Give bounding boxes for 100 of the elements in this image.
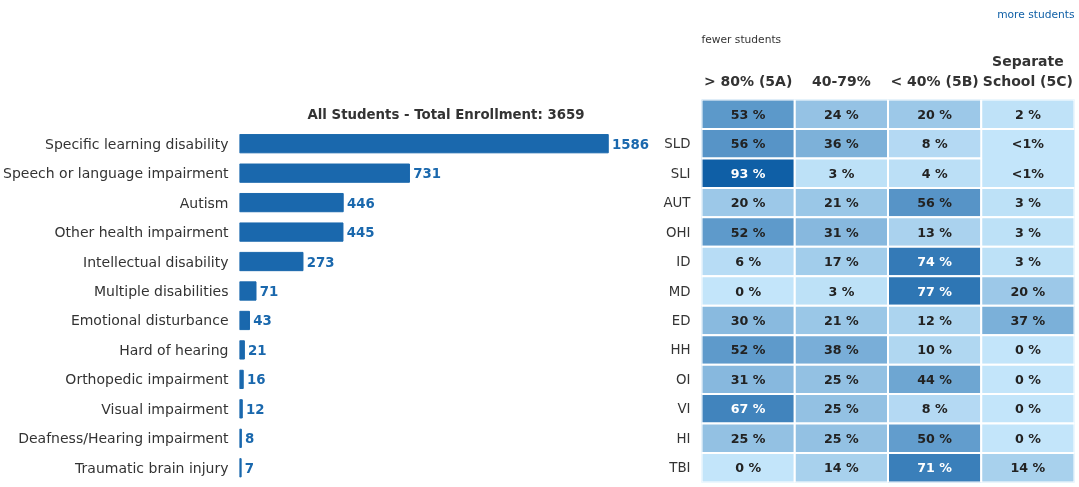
y-tick-label: Multiple disabilities — [93, 283, 229, 299]
data-label: 77 % — [917, 283, 953, 299]
data-label: 7 — [244, 460, 255, 476]
data-label: 25 % — [824, 401, 860, 417]
data-label: 446 — [346, 195, 375, 211]
bar — [239, 310, 250, 331]
data-label: 6 % — [735, 254, 762, 270]
data-label: 43 — [253, 313, 272, 329]
data-label: 36 % — [824, 136, 860, 152]
y-tick-label: Speech or language impairment — [3, 165, 230, 182]
x-tick-label: > 80% (5A) — [703, 72, 793, 89]
y-tick-label: Deafness/Hearing impairment — [18, 430, 230, 447]
data-label: 71 — [259, 284, 279, 299]
text: more students — [997, 7, 1075, 21]
y-tick-label: Orthopedic impairment — [65, 371, 230, 388]
bar — [239, 222, 344, 242]
data-label: 8 — [245, 431, 255, 447]
data-label: 93 % — [730, 165, 766, 181]
data-label: 1586 — [611, 136, 650, 152]
text: fewer students — [701, 32, 782, 46]
data-label: 52 % — [730, 342, 766, 358]
data-label: 20 % — [1010, 283, 1046, 299]
text: <1% — [1011, 165, 1044, 181]
data-label: 25 % — [824, 371, 860, 387]
data-label: 3 % — [1014, 254, 1042, 270]
data-label: 4 % — [921, 165, 948, 181]
y-tick-label: Traumatic brain injury — [74, 459, 229, 476]
bar — [239, 251, 304, 272]
y-tick-label: Intellectual disability — [83, 253, 229, 270]
chart-title: All Students - Total Enrollment: 3659 — [307, 106, 585, 122]
data-label: 0 % — [1014, 401, 1042, 417]
data-label: 14 % — [824, 460, 860, 476]
data-label: 12 % — [917, 312, 953, 328]
data-label: 74 % — [917, 254, 953, 270]
y-tick-label: Specific learning disability — [45, 135, 229, 152]
data-label: 25 % — [824, 430, 860, 446]
data-label: 16 — [246, 372, 266, 388]
text: <1% — [1011, 136, 1044, 152]
data-label: 38 % — [824, 342, 860, 358]
data-label: 14 % — [1010, 460, 1046, 476]
data-label: 0 % — [1014, 430, 1042, 446]
bar — [239, 163, 410, 183]
y-tick-label: MD — [668, 283, 691, 299]
x-tick-label: Separate School (5C) — [982, 53, 1073, 89]
data-label: 0 % — [735, 283, 762, 299]
data-label: 20 % — [917, 106, 953, 122]
data-label: 67 % — [730, 401, 766, 417]
y-tick-label: Visual impairment — [101, 400, 230, 417]
y-tick-label: OI — [676, 371, 691, 387]
data-label: 0 % — [735, 460, 762, 476]
data-label: 31 % — [730, 371, 766, 387]
data-label: 0 % — [1014, 371, 1042, 387]
data-label: 24 % — [824, 106, 860, 122]
data-label: 8 % — [921, 401, 948, 417]
bar — [239, 369, 244, 390]
data-label: 53 % — [730, 106, 766, 122]
data-label: 21 % — [824, 195, 860, 211]
y-tick-label: VI — [677, 401, 691, 417]
data-label: 37 % — [1010, 312, 1046, 328]
y-tick-label: AUT — [663, 195, 692, 211]
y-tick-label: Hard of hearing — [119, 341, 229, 358]
bar — [239, 340, 245, 360]
data-label: 0 % — [1014, 342, 1042, 358]
data-label: 273 — [306, 254, 335, 270]
data-label: 71 % — [917, 460, 953, 476]
data-label: 52 % — [730, 224, 766, 240]
data-label: 56 % — [917, 195, 953, 211]
data-label: 12 — [245, 401, 265, 417]
data-label: 17 % — [824, 254, 860, 270]
data-label: 31 % — [824, 224, 860, 240]
data-label: 10 % — [917, 342, 953, 358]
bar — [239, 281, 257, 301]
data-label: 21 % — [824, 312, 860, 328]
y-tick-label: Autism — [179, 194, 229, 211]
y-tick-label: TBI — [668, 460, 691, 476]
data-label: 8 % — [921, 136, 948, 152]
y-tick-label: OHI — [666, 224, 691, 240]
data-label: 445 — [346, 225, 375, 241]
data-label: 3 % — [828, 283, 855, 299]
data-label: 3 % — [1014, 224, 1042, 240]
data-label: 21 — [248, 342, 267, 358]
data-label: 50 % — [917, 430, 953, 446]
y-tick-label: ID — [676, 254, 691, 270]
data-label: 3 % — [1014, 195, 1042, 211]
y-tick-label: Emotional disturbance — [70, 312, 229, 329]
data-label: 56 % — [730, 136, 766, 152]
data-label: 44 % — [917, 371, 953, 387]
data-label: 25 % — [730, 430, 766, 446]
y-tick-label: HI — [676, 430, 691, 446]
bar — [239, 134, 609, 154]
data-label: 20 % — [730, 195, 766, 211]
bar — [239, 399, 243, 419]
data-label: 731 — [413, 166, 441, 182]
data-label: 3 % — [828, 165, 855, 181]
x-tick-label: 40-79% — [811, 72, 871, 89]
y-tick-label: ED — [671, 312, 691, 328]
y-tick-label: HH — [670, 342, 691, 358]
y-tick-label: Other health impairment — [54, 224, 230, 241]
data-label: 2 % — [1014, 106, 1042, 122]
y-tick-label: SLD — [664, 136, 691, 152]
